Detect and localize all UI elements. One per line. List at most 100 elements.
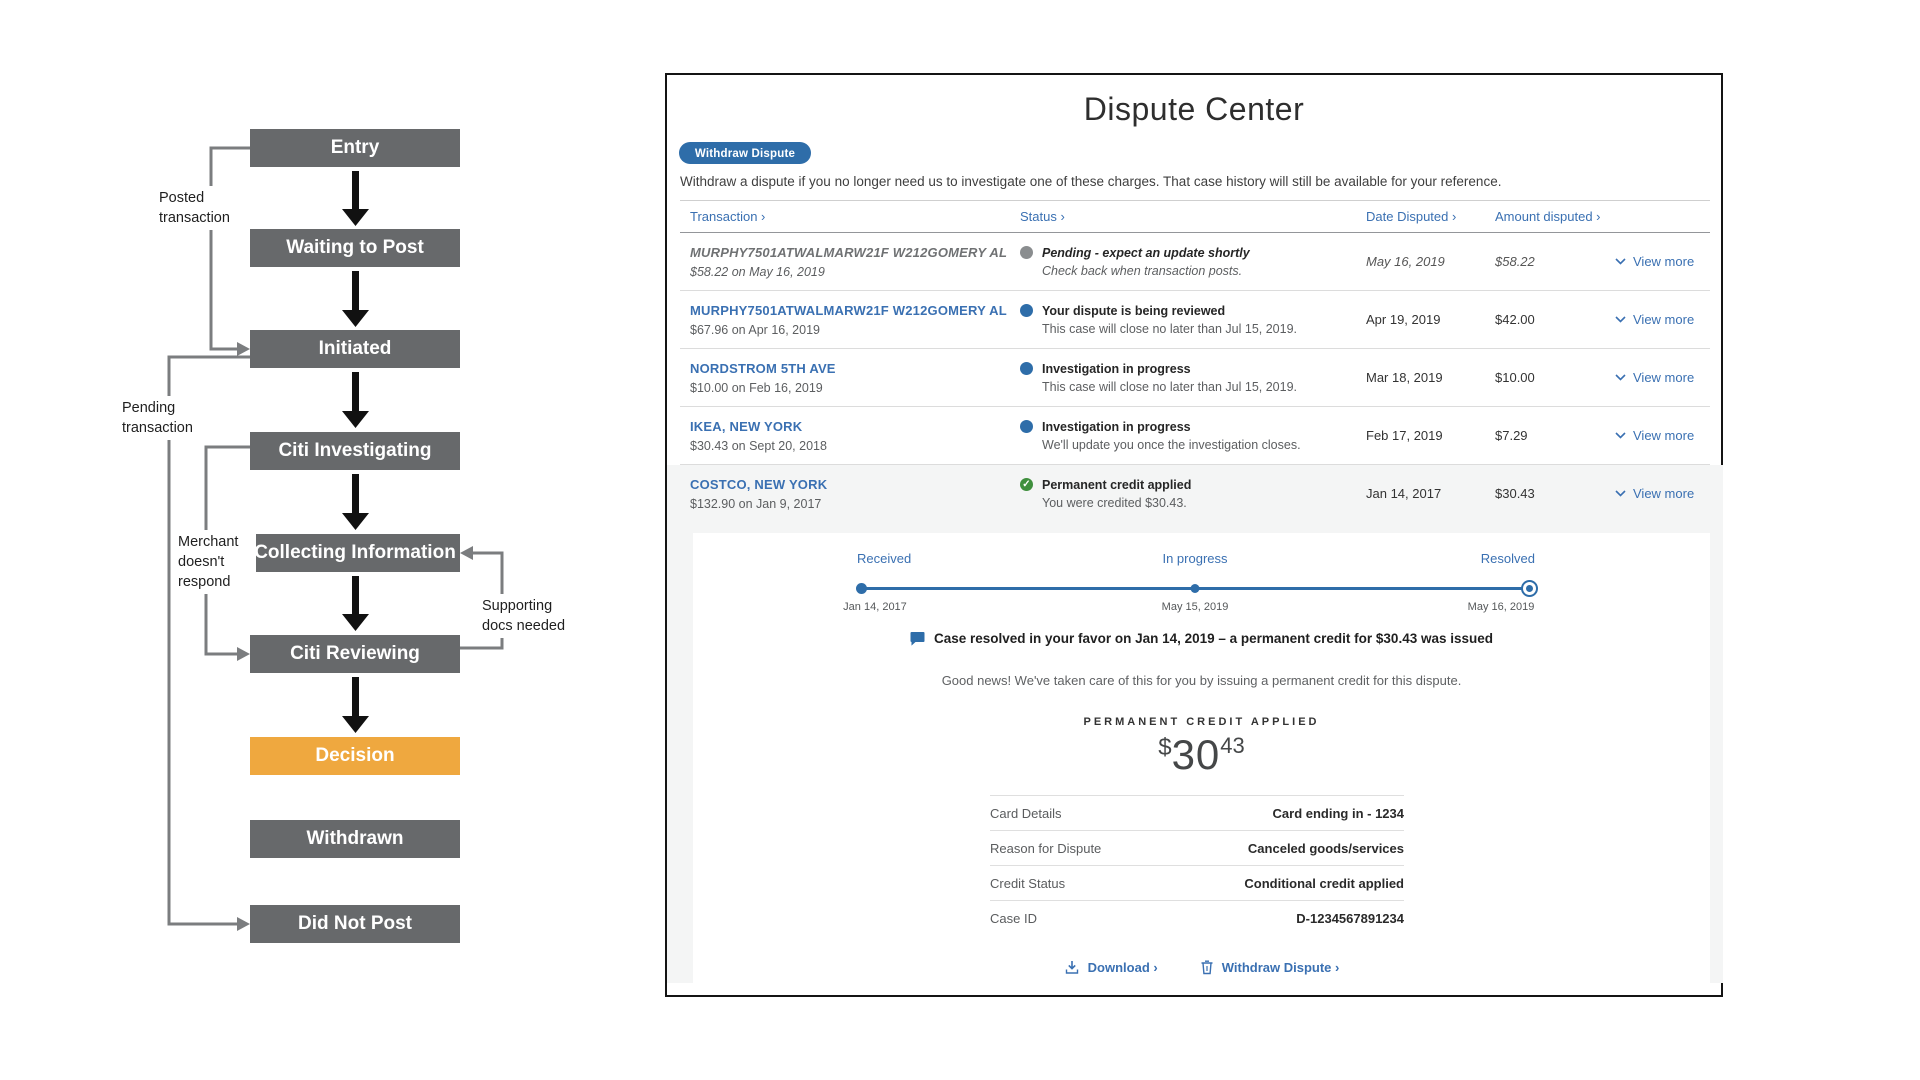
table-row: IKEA, NEW YORK $30.43 on Sept 20, 2018 I… [680,407,1710,465]
flow-box-waiting-to-post: Waiting to Post [250,229,460,267]
disputes-table: Transaction › Status › Date Disputed › A… [667,200,1723,993]
status-subtext: We'll update you once the investigation … [1042,437,1301,452]
transaction-subtext: $10.00 on Feb 16, 2019 [690,380,823,395]
flow-box-entry: Entry [250,129,460,167]
table-row: MURPHY7501ATWALMARW21F W212GOMERY AL $67… [680,291,1710,349]
date-disputed: Feb 17, 2019 [1366,428,1443,443]
status-title: Investigation in progress [1042,419,1191,434]
column-header-transaction[interactable]: Transaction › [690,209,766,224]
view-more-link[interactable]: View more [1615,428,1710,443]
timeline-date-resolved: May 16, 2019 [1467,601,1535,613]
status-dot-in-progress-icon [1020,362,1033,375]
merchant-link[interactable]: NORDSTROM 5TH AVE [690,360,836,376]
flow-box-withdrawn: Withdrawn [250,820,460,858]
timeline-dot-received-icon [856,583,867,594]
status-title: Investigation in progress [1042,361,1191,376]
chevron-down-icon [1615,432,1626,439]
timeline-dot-resolved-icon [1521,580,1538,597]
dispute-detail-card: Received In progress Resolved Jan 14, 20… [693,533,1710,983]
column-header-amount-disputed[interactable]: Amount disputed › [1495,209,1601,224]
chevron-down-icon [1615,316,1626,323]
flow-box-citi-investigating: Citi Investigating [250,432,460,470]
merchant-link[interactable]: COSTCO, NEW YORK [690,476,828,492]
table-row: NORDSTROM 5TH AVE $10.00 on Feb 16, 2019… [680,349,1710,407]
credit-dollars: 30 [1171,731,1221,778]
trash-icon [1201,960,1213,975]
status-dot-in-review-icon [1020,304,1033,317]
timeline-dot-in-progress-icon [1190,584,1200,593]
credit-cents: 43 [1220,733,1245,758]
timeline-label-resolved: Resolved [1480,551,1535,566]
view-more-link[interactable]: View more [1615,486,1710,501]
credit-heading: PERMANENT CREDIT APPLIED [1083,716,1320,728]
date-disputed: Mar 18, 2019 [1366,370,1443,385]
table-header-row: Transaction › Status › Date Disputed › A… [680,200,1710,233]
status-title: Permanent credit applied [1042,477,1192,492]
view-more-link[interactable]: View more [1615,312,1710,327]
field-reason-for-dispute: Reason for Dispute Canceled goods/servic… [990,830,1404,865]
status-title: Pending - expect an update shortly [1042,245,1250,260]
credit-amount: $3043 [693,731,1710,779]
flow-box-citi-reviewing: Citi Reviewing [250,635,460,673]
status-subtext: This case will close no later than Jul 1… [1042,379,1297,394]
transaction-subtext: $132.90 on Jan 9, 2017 [690,496,822,511]
resolution-message-text: Case resolved in your favor on Jan 14, 2… [934,631,1493,646]
table-row: MURPHY7501ATWALMARW21F W212GOMERY AL $58… [680,233,1710,291]
withdraw-dispute-button[interactable]: Withdraw Dispute [679,142,811,164]
view-more-link[interactable]: View more [1615,370,1710,385]
merchant-name: MURPHY7501ATWALMARW21F W212GOMERY AL [690,244,1008,260]
timeline-date-received: Jan 14, 2017 [843,601,907,613]
resolution-submessage: Good news! We've taken care of this for … [941,673,1462,688]
download-icon [1065,961,1078,974]
field-credit-status: Credit Status Conditional credit applied [990,865,1404,900]
withdraw-dispute-link[interactable]: Withdraw Dispute › [1200,959,1339,975]
table-row-expanded: COSTCO, NEW YORK $132.90 on Jan 9, 2017 … [680,465,1710,522]
merchant-link[interactable]: MURPHY7501ATWALMARW21F W212GOMERY AL [690,302,1007,318]
field-case-id: Case ID D-1234567891234 [990,900,1404,935]
chevron-down-icon [1615,374,1626,381]
amount-disputed: $30.43 [1495,486,1535,501]
chevron-down-icon [1615,490,1626,497]
detail-actions: Download › Withdraw Dispute › [693,959,1710,975]
timeline-label-received: Received [857,551,912,566]
transaction-subtext: $30.43 on Sept 20, 2018 [690,438,827,453]
amount-disputed: $7.29 [1495,428,1528,443]
page-title: Dispute Center [1083,91,1305,127]
status-subtext: You were credited $30.43. [1042,495,1187,510]
amount-disputed: $10.00 [1495,370,1535,385]
dispute-center-panel: Dispute Center Withdraw Dispute Withdraw… [665,73,1723,997]
timeline-label-in-progress: In progress [1162,551,1228,566]
transaction-subtext: $58.22 on May 16, 2019 [690,264,825,279]
flow-box-decision: Decision [250,737,460,775]
flow-box-did-not-post: Did Not Post [250,905,460,943]
amount-disputed: $58.22 [1495,254,1535,269]
column-header-date-disputed[interactable]: Date Disputed › [1366,209,1457,224]
flow-box-initiated: Initiated [250,330,460,368]
column-header-status[interactable]: Status › [1020,209,1065,224]
date-disputed: May 16, 2019 [1366,254,1445,269]
currency-symbol: $ [1158,734,1172,761]
download-link[interactable]: Download › [1064,959,1158,975]
merchant-link[interactable]: IKEA, NEW YORK [690,418,803,434]
status-subtext: Check back when transaction posts. [1042,263,1243,278]
flow-label-posted-transaction: Posted transaction [155,186,249,230]
speech-bubble-icon [910,632,925,646]
status-title: Your dispute is being reviewed [1042,303,1226,318]
field-card-details: Card Details Card ending in - 1234 [990,795,1404,830]
dispute-detail-fields: Card Details Card ending in - 1234 Reaso… [990,795,1404,935]
amount-disputed: $42.00 [1495,312,1535,327]
flow-box-collecting-information: Collecting Information [250,534,460,572]
status-dot-in-progress-icon [1020,420,1033,433]
transaction-subtext: $67.96 on Apr 16, 2019 [690,322,820,337]
date-disputed: Jan 14, 2017 [1366,486,1442,501]
date-disputed: Apr 19, 2019 [1366,312,1441,327]
timeline-date-in-progress: May 15, 2019 [1161,601,1229,613]
expanded-dispute-section: COSTCO, NEW YORK $132.90 on Jan 9, 2017 … [667,465,1723,983]
flow-label-supporting-docs-needed: Supporting docs needed [478,594,576,638]
status-dot-pending-icon [1020,246,1033,259]
withdraw-description: Withdraw a dispute if you no longer need… [680,174,1502,189]
flow-label-pending-transaction: Pending transaction [118,396,216,440]
chevron-down-icon [1615,258,1626,265]
view-more-link[interactable]: View more [1615,254,1710,269]
flow-label-merchant-doesnt-respond: Merchant doesn't respond [174,530,256,594]
